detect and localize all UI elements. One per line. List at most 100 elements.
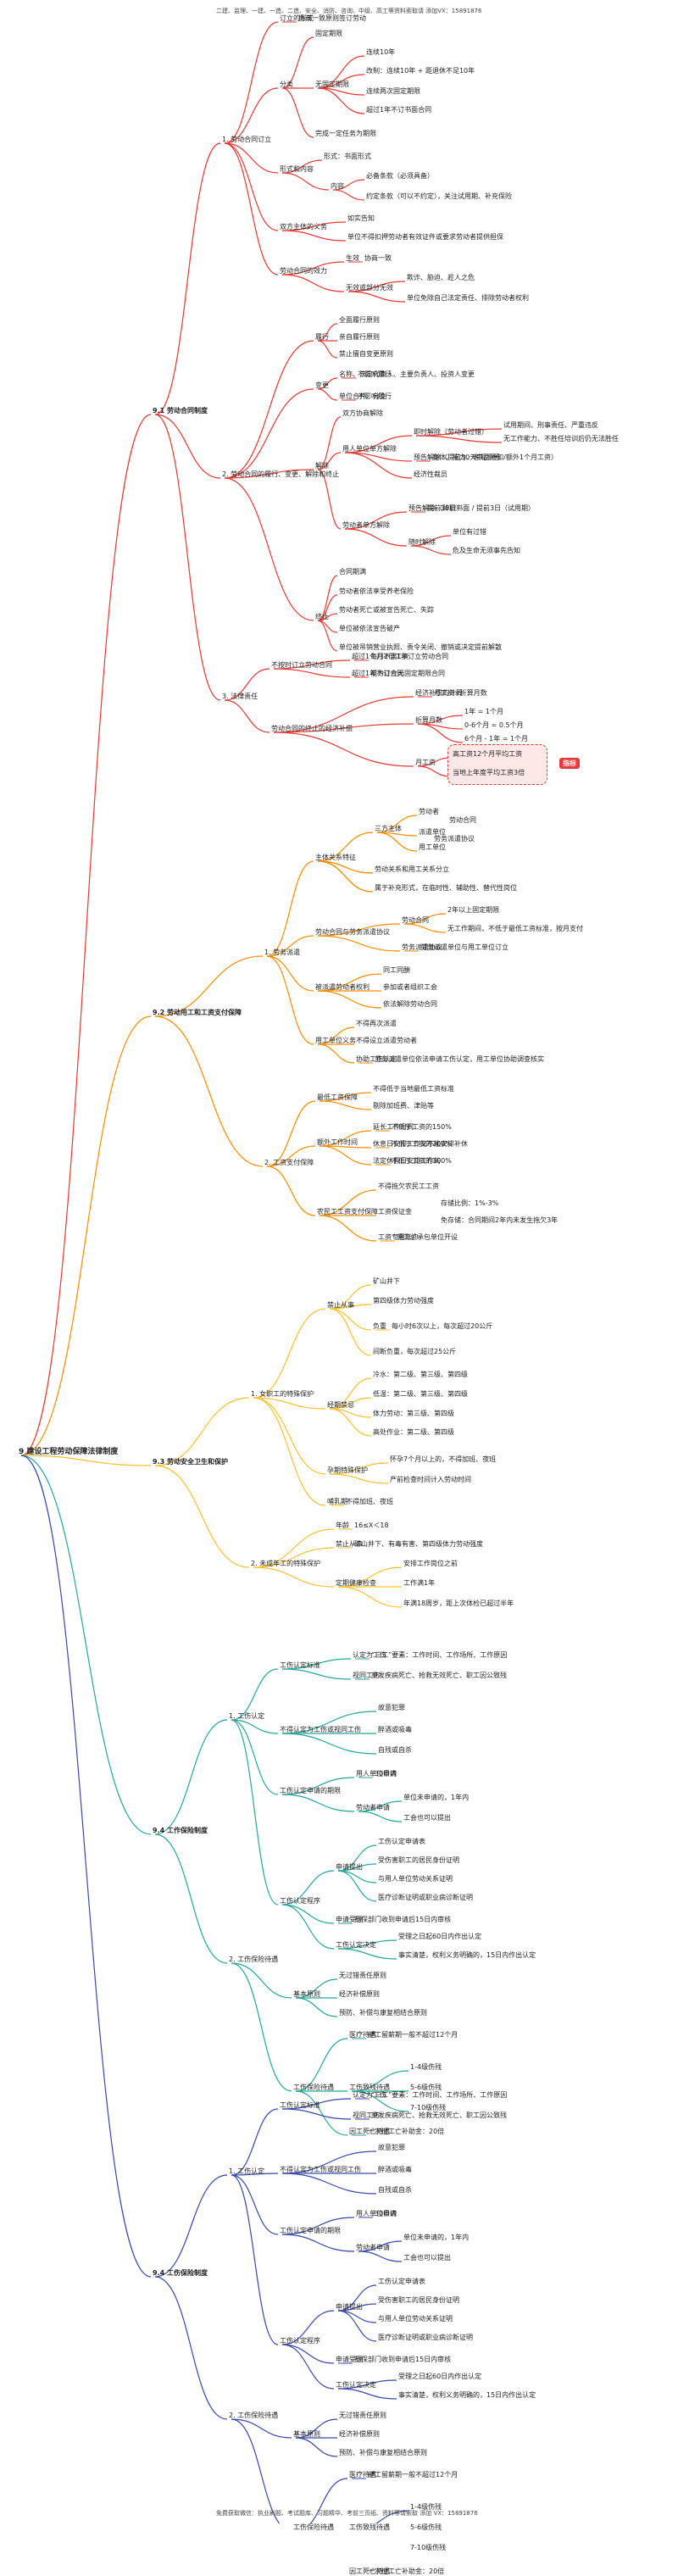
node-disability-grade: 5-6级伤残 [410,2523,442,2531]
connector-line [317,620,338,652]
connector-line [224,142,279,275]
node-assist-injury-value: 劳务派遣单位依法申请工伤认定，用工单位协助调查核实 [375,1055,544,1063]
connector-line [376,832,418,852]
connector-line [403,923,447,933]
node-benefits: 工伤保险待遇 [293,2084,334,2091]
connector-line [154,414,221,701]
connector-line [266,860,314,957]
connector-line [154,1015,264,1167]
node-age-value: 16≤X＜18 [354,1522,389,1529]
connector-line [154,1719,228,1835]
node-decision: 工伤认定决定 [336,2381,376,2389]
node-menstrual-item: 冷水：第二级、第三级、第四级 [373,1371,468,1378]
connector-line [231,2174,279,2235]
branch-injury-benefits: 2. 工伤保险待遇 [229,2412,279,2419]
node-notice: 预告解除（提前30天书面通知/额外1个月工资） [414,453,558,461]
node-employer-apply-value: 30日内 [375,1770,397,1778]
connector-line [337,2310,377,2342]
connector-line [337,1566,403,1588]
connector-line [295,2418,338,2439]
node-menstrual-item: 体力劳动：第三级、第四级 [373,1410,454,1417]
connector-line [224,469,314,479]
connector-line [231,2418,292,2439]
connector-line [332,189,365,201]
connector-line [273,668,351,678]
node-late-contract: 不按时订立劳动合同 [271,661,332,669]
connector-line [154,2174,228,2278]
node-wage-cap: 当地上年度平均工资3倍 [453,769,525,776]
connector-line [329,1473,389,1484]
connector-line [154,1465,250,1568]
node-months-item: 6个月 - 1年 = 1个月 [464,735,529,743]
connector-line [281,230,347,242]
node-disability-grade: 7-10级伤残 [410,2544,447,2551]
node-application: 申请提出 [336,1863,363,1871]
section-9-3: 9.3 劳动安全卫生和保护 [153,1458,228,1466]
node-relationship: 主体关系特征 [315,854,356,861]
node-classification: 分类 [280,81,293,88]
connector-line [231,2108,279,2176]
node-resign: 预告解除（辞职） [408,504,463,512]
connector-line [351,2090,409,2112]
node-principle-item: 预防、补偿与康复相结合原则 [339,2449,427,2456]
node-health-check-item: 安排工作岗位之前 [403,1560,458,1567]
node-deposit-rate: 存储比例：1%-3% [441,1199,499,1207]
node-principle-item: 预防、补偿与康复相结合原则 [339,2009,427,2017]
node-principle-item: 经济补偿原则 [339,2430,380,2438]
node-sign-form: 订立的形式 [280,14,314,22]
node-employer-unilateral: 用人单位单方解除 [342,445,397,453]
node-notice-value: 身体、能力、客观原因 [432,453,500,461]
branch-injury-recognition: 1. 工伤认定 [229,1712,265,1720]
node-decision-item: 事实清楚，权利义务明确的，15日内作出认定 [398,1951,536,1959]
connector-line [253,1566,335,1588]
connector-line [281,172,330,191]
connector-line [224,668,270,701]
node-decision-item: 受理之日起60日内作出认定 [398,1933,482,1940]
connector-line [281,1904,335,1950]
connector-line [317,377,338,390]
node-overtime-case: 法定休假日安排工作的 [373,1157,441,1165]
node-worker-apply: 劳动者申请 [356,1804,390,1811]
node-anytime-item: 危及生命无须事先告知 [453,547,520,554]
connector-line [266,1145,316,1167]
node-excluded-item: 自残或自杀 [378,2186,412,2194]
branch-legal-liability: 3. 法律责任 [222,693,258,700]
node-application-doc: 受伤害职工的居民身份证明 [378,2296,459,2304]
connector-line [231,1962,292,2092]
node-minor-prohibited: 禁止从事 [336,1540,363,1548]
connector-line [317,832,374,862]
node-effective-value: 协商一致 [364,254,392,262]
node-overtime-rate: 不低于工资的300% [392,1157,452,1165]
connector-line [224,699,270,733]
connector-line [273,659,351,670]
node-obligations: 双方主体的义务 [280,223,327,231]
node-late-contract-item: 超过1年不订合同 [352,670,404,677]
node-obligation-item: 如实告知 [347,214,375,222]
node-acceptance-value: 社保部门收到申请后15日内审核 [354,1916,452,1923]
node-worker-apply-item: 单位未申请的，1年内 [403,1794,470,1801]
node-female-prohibited-item: 第四级体力劳动强度 [373,1297,434,1305]
node-recognition-type: 视同工伤 [353,1672,380,1679]
node-benefits: 工伤保险待遇 [293,2523,334,2531]
node-application: 申请提出 [336,2303,363,2311]
connector-line [329,1284,372,1310]
branch-contract-signing: 1. 劳动合同订立 [222,136,272,143]
node-dispatch-agreement: 劳务派遣协议 [402,943,442,951]
connector-line [337,1844,377,1872]
node-change-value: 不影响履行 [358,370,392,378]
node-application-doc: 受伤害职工的居民身份证明 [378,1856,459,1864]
footer-watermark: 免费获取微信：执业刷题、考试题库、习题精华、考前三页纸、资料等请索取 添加 VX… [216,2510,478,2517]
connector-line [376,815,418,833]
node-months: 折算月数 [415,716,442,724]
connector-line [253,1397,326,1410]
node-immediate-item: 无工作能力、不胜任培训后仍无法胜任 [503,435,619,442]
connector-line [329,1377,372,1410]
node-obligation-item: 单位不得扣押劳动者有效证件或要求劳动者提供担保 [347,233,503,241]
connector-line [317,1043,355,1064]
node-open-term-case: 连续10年 [366,48,396,56]
node-anytime: 随时解除 [408,538,436,546]
connector-line [231,1719,279,1795]
branch-contract-performance: 2. 劳动合同的履行、变更、解除和终止 [222,470,340,478]
node-excluded: 不得认定为工伤或视同工伤 [280,1726,361,1733]
node-disability-grade: 5-6级伤残 [410,2084,442,2091]
